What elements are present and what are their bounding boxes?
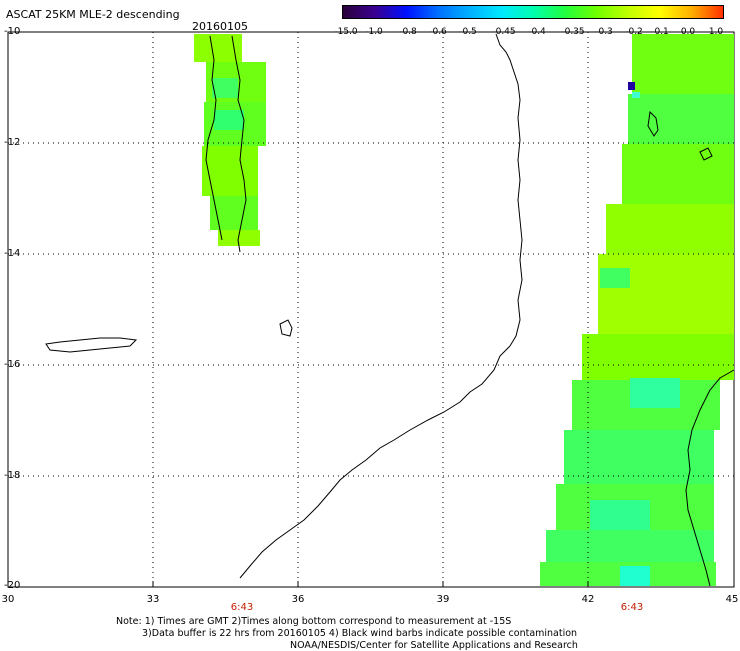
comoros-islands: [647, 110, 713, 161]
y-tick-label: -14: [4, 248, 21, 259]
x-tick-label: 30: [1, 594, 15, 605]
pass-time-label: 6:43: [230, 602, 254, 613]
y-tick-label: -16: [4, 359, 21, 370]
wind-swath-east: [540, 34, 734, 586]
pass-time-label: 6:43: [620, 602, 644, 613]
graticule: [8, 32, 734, 587]
coastline-mainland: [239, 33, 523, 579]
y-tick-label: -12: [4, 137, 21, 148]
x-tick-label: 42: [581, 594, 595, 605]
east-coastline: [685, 369, 735, 587]
note-line-1: Note: 1) Times are GMT 2)Times along bot…: [116, 616, 512, 627]
x-tick-label: 36: [291, 594, 305, 605]
note-line-3: NOAA/NESDIS/Center for Satellite Applica…: [290, 640, 578, 651]
x-tick-label: 39: [436, 594, 450, 605]
map-title: ASCAT 25KM MLE-2 descending: [6, 8, 180, 21]
colorbar: [342, 5, 724, 19]
tick-marks: [152, 581, 589, 587]
wind-swath-west: [194, 34, 266, 246]
y-tick-label: -20: [4, 580, 21, 591]
x-tick-label: 45: [725, 594, 739, 605]
note-line-2: 3)Data buffer is 22 hrs from 20160105 4)…: [142, 628, 578, 639]
y-tick-label: -18: [4, 470, 21, 481]
x-tick-label: 33: [146, 594, 160, 605]
lake-kariba: [45, 337, 138, 353]
map-date: 20160105: [192, 20, 248, 33]
lake-cahora: [279, 319, 293, 337]
y-tick-label: -10: [4, 26, 21, 37]
lake-malawi: [205, 35, 247, 253]
